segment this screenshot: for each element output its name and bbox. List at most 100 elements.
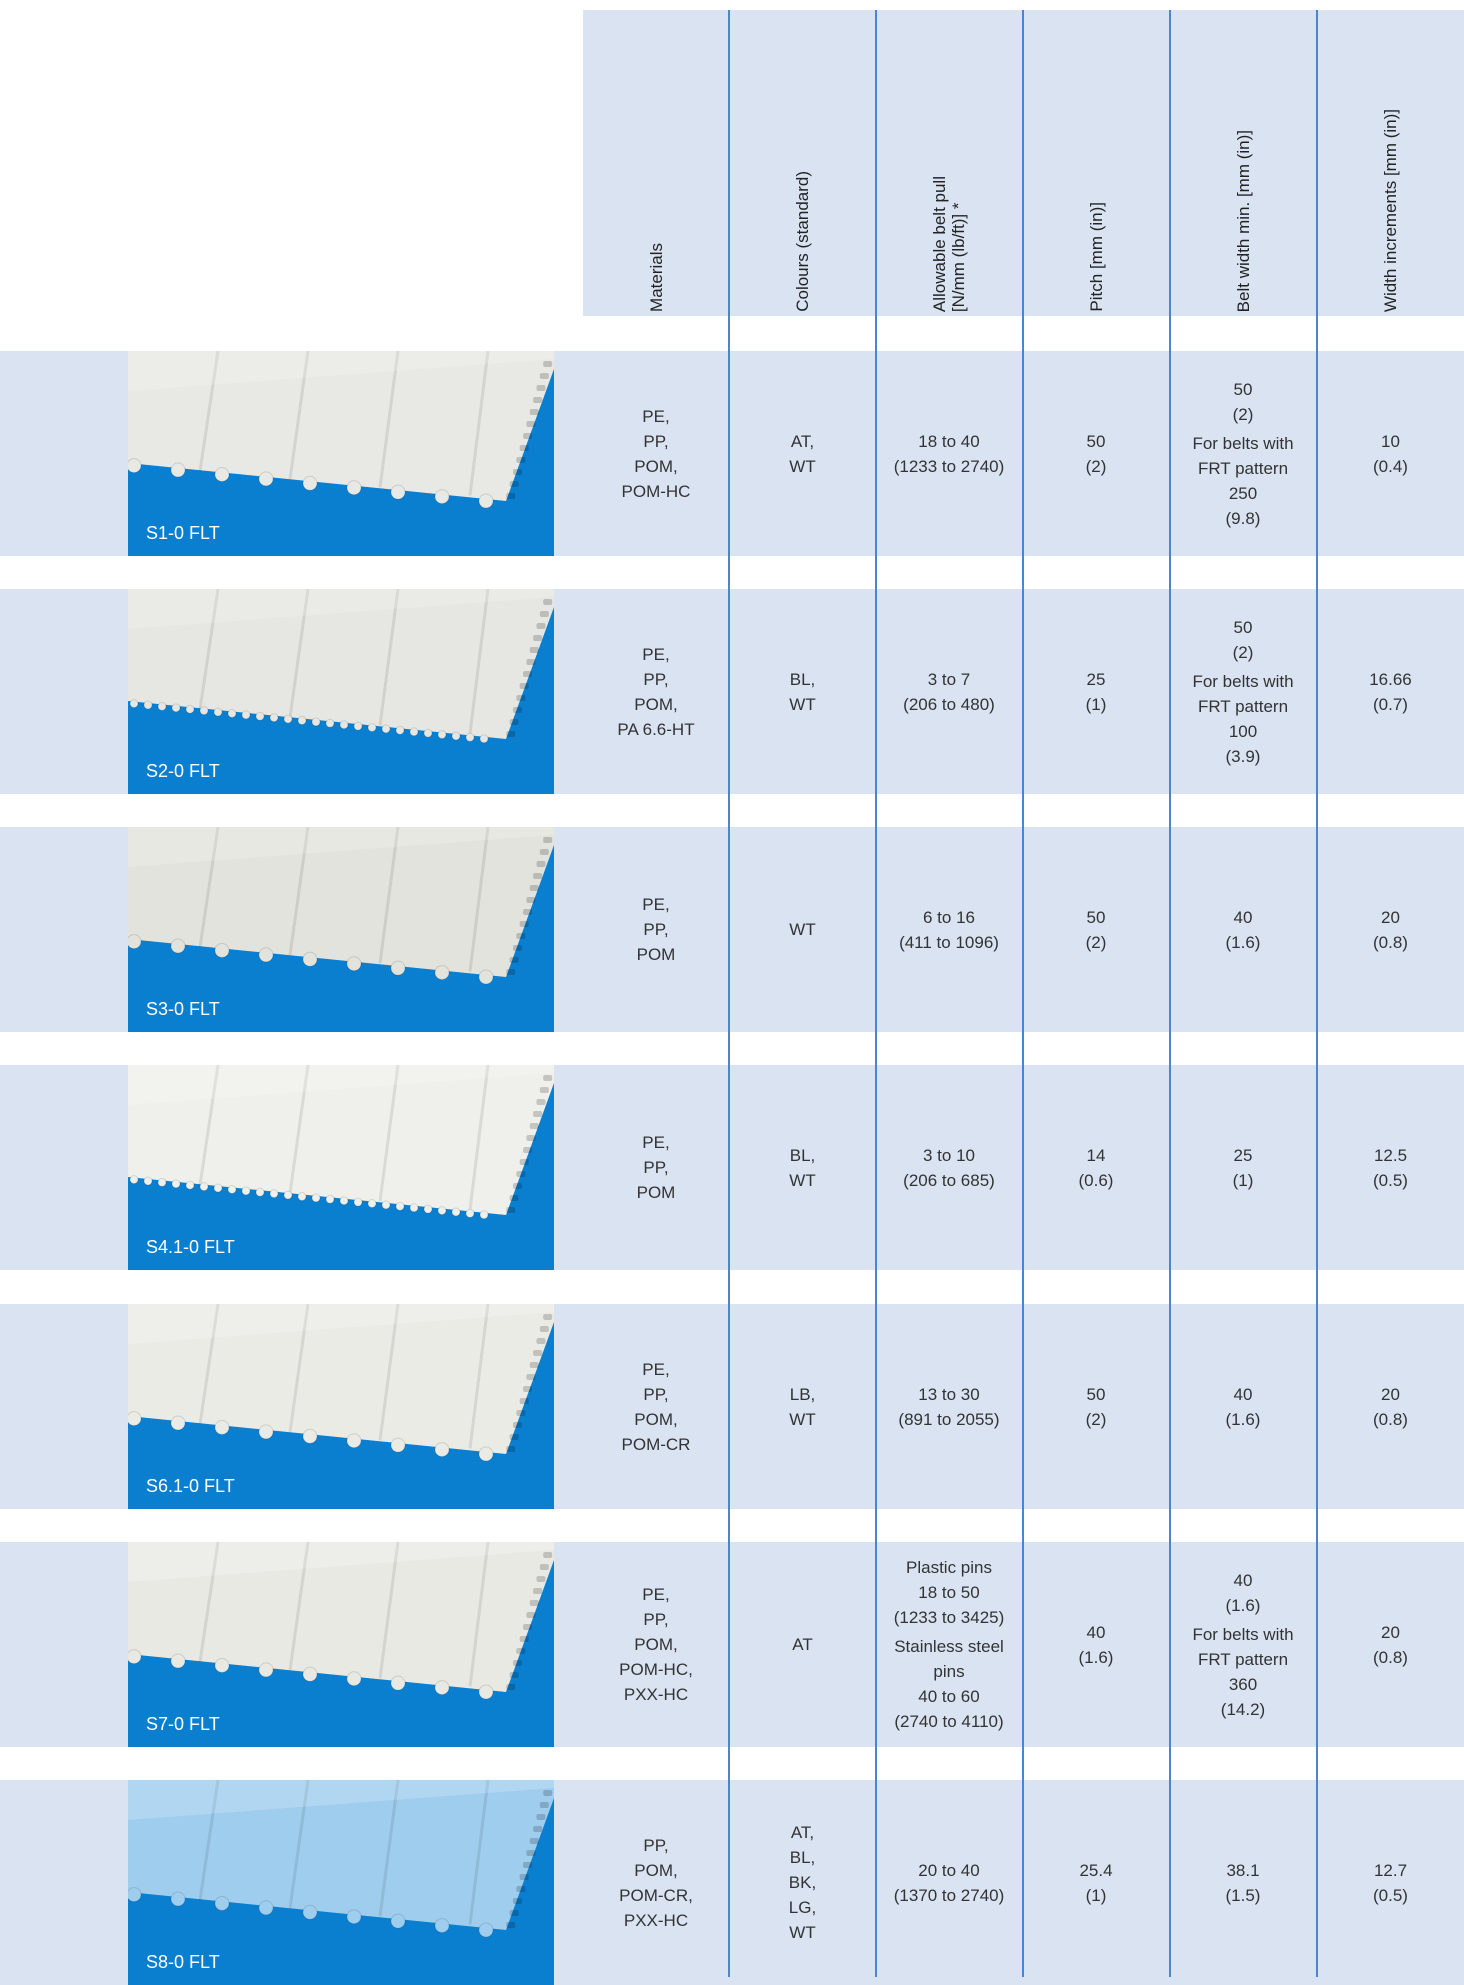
cell-text: 38.1 (1.5) (1225, 1860, 1261, 1905)
colours-cell: WT (730, 827, 875, 1032)
width-increments-cell: 20 (0.8) (1317, 1304, 1464, 1509)
belt-type-label: S2-0 FLT (146, 761, 220, 781)
colours-cell: BL, WT (730, 589, 875, 794)
pitch-cell: 25.4 (1) (1023, 1780, 1169, 1985)
cell-text: 3 to 7 (206 to 480) (903, 669, 995, 714)
colours-cell: AT, BL, BK, LG, WT (730, 1780, 875, 1985)
belt-pull-cell: Plastic pins 18 to 50 (1233 to 3425) Stai… (876, 1542, 1022, 1747)
belt-pull-cell: 6 to 16 (411 to 1096) (876, 827, 1022, 1032)
belt-pull-cell: 13 to 30 (891 to 2055) (876, 1304, 1022, 1509)
column-divider (1316, 10, 1318, 1977)
materials-cell: PE, PP, POM, POM-HC, PXX-HC (583, 1542, 729, 1747)
belt-photo: S8-0 FLT (128, 1780, 554, 1985)
colours-cell: LB, WT (730, 1304, 875, 1509)
cell-text: AT, WT (789, 431, 816, 476)
cell-text: 14 (0.6) (1078, 1145, 1114, 1190)
cell-text: For belts with FRT pattern 100 (3.9) (1192, 671, 1294, 766)
cell-text: BL, WT (789, 669, 816, 714)
cell-text: 40 (1.6) (1078, 1622, 1114, 1667)
cell-text: WT (789, 920, 816, 939)
cell-text: AT (792, 1635, 813, 1654)
cell-text: Stainless steel pins 40 to 60 (2740 to 4… (894, 1637, 1004, 1731)
belt-width-min-cell: 40 (1.6) (1170, 827, 1316, 1032)
cell-text: 20 (0.8) (1373, 1622, 1408, 1667)
belt-photo: S7-0 FLT (128, 1542, 554, 1747)
cell-text: 50 (2) (1232, 617, 1254, 662)
cell-text: PE, PP, POM, POM-HC (621, 406, 691, 501)
pitch-cell: 25 (1) (1023, 589, 1169, 794)
belt-photo: S2-0 FLT (128, 589, 554, 794)
pitch-cell: 50 (2) (1023, 1304, 1169, 1509)
cell-text: AT, BL, BK, LG, WT (788, 1823, 817, 1942)
header-pitch: Pitch [mm (in)] (1023, 10, 1169, 316)
materials-cell: PE, PP, POM (583, 1065, 729, 1270)
cell-text: 20 (0.8) (1373, 1384, 1408, 1429)
belt-width-min-cell: 50 (2) For belts with FRT pattern 100 (3.… (1170, 589, 1316, 794)
materials-cell: PE, PP, POM, POM-HC (583, 351, 729, 556)
belt-type-label: S4.1-0 FLT (146, 1237, 235, 1257)
cell-text: 18 to 40 (1233 to 2740) (893, 431, 1005, 476)
cell-text: 20 to 40 (1370 to 2740) (893, 1860, 1005, 1905)
header-label: Colours (standard) (793, 171, 812, 312)
header-label: Materials (646, 243, 666, 312)
belt-photo: S4.1-0 FLT (128, 1065, 554, 1270)
materials-cell: PE, PP, POM, PA 6.6-HT (583, 589, 729, 794)
colours-cell: AT, WT (730, 351, 875, 556)
cell-text: 6 to 16 (411 to 1096) (899, 907, 999, 952)
cell-text: PE, PP, POM, PA 6.6-HT (617, 644, 695, 739)
belt-width-min-cell: 40 (1.6) (1170, 1304, 1316, 1509)
cell-text: LB, WT (789, 1384, 816, 1429)
cell-text: 50 (2) (1232, 379, 1254, 424)
colours-cell: BL, WT (730, 1065, 875, 1270)
cell-text: For belts with FRT pattern 250 (9.8) (1192, 433, 1294, 528)
width-increments-cell: 16.66 (0.7) (1317, 589, 1464, 794)
belt-type-label: S3-0 FLT (146, 999, 220, 1019)
width-increments-cell: 20 (0.8) (1317, 827, 1464, 1032)
belt-pull-cell: 20 to 40 (1370 to 2740) (876, 1780, 1022, 1985)
belt-photo: S6.1-0 FLT (128, 1304, 554, 1509)
materials-cell: PE, PP, POM, POM-CR (583, 1304, 729, 1509)
header-label: Width increments [mm (in)] (1381, 108, 1400, 312)
cell-text: 40 (1.6) (1225, 1570, 1261, 1615)
cell-text: PP, POM, POM-CR, PXX-HC (619, 1835, 693, 1930)
pitch-cell: 50 (2) (1023, 351, 1169, 556)
belt-type-label: S7-0 FLT (146, 1714, 220, 1734)
header-belt-pull: Allowable belt pull [N/mm (lb/ft)] * (876, 10, 1022, 316)
materials-cell: PP, POM, POM-CR, PXX-HC (583, 1780, 729, 1985)
belt-pull-cell: 3 to 7 (206 to 480) (876, 589, 1022, 794)
cell-text: 50 (2) (1085, 1384, 1107, 1429)
belt-type-label: S1-0 FLT (146, 523, 220, 543)
cell-text: PE, PP, POM, POM-CR (621, 1359, 691, 1454)
cell-text: 25 (1) (1085, 669, 1107, 714)
cell-text: Plastic pins 18 to 50 (1233 to 3425) (893, 1558, 1005, 1627)
belt-width-min-cell: 40 (1.6) For belts with FRT pattern 360 (… (1170, 1542, 1316, 1747)
belt-type-label: S8-0 FLT (146, 1952, 220, 1972)
cell-text: 10 (0.4) (1373, 431, 1408, 476)
cell-text: PE, PP, POM (636, 1133, 676, 1202)
cell-text: 25 (1) (1232, 1145, 1254, 1190)
pitch-cell: 14 (0.6) (1023, 1065, 1169, 1270)
header-colours: Colours (standard) (730, 10, 875, 316)
materials-cell: PE, PP, POM (583, 827, 729, 1032)
width-increments-cell: 12.5 (0.5) (1317, 1065, 1464, 1270)
width-increments-cell: 10 (0.4) (1317, 351, 1464, 556)
cell-text: 12.7 (0.5) (1373, 1860, 1408, 1905)
belt-pull-cell: 3 to 10 (206 to 685) (876, 1065, 1022, 1270)
pitch-cell: 40 (1.6) (1023, 1542, 1169, 1747)
header-label: Pitch [mm (in)] (1086, 202, 1106, 312)
cell-text: 3 to 10 (206 to 685) (903, 1145, 995, 1190)
cell-text: 13 to 30 (891 to 2055) (898, 1384, 1000, 1429)
column-divider (1169, 10, 1171, 1977)
header-label: Belt width min. [mm (in)] (1233, 129, 1253, 312)
cell-text: 20 (0.8) (1373, 907, 1408, 952)
pitch-cell: 50 (2) (1023, 827, 1169, 1032)
belt-pull-cell: 18 to 40 (1233 to 2740) (876, 351, 1022, 556)
header-width-increments: Width increments [mm (in)] (1317, 10, 1464, 316)
header-belt-width-min: Belt width min. [mm (in)] (1170, 10, 1316, 316)
cell-text: 16.66 (0.7) (1369, 669, 1412, 714)
cell-text: 12.5 (0.5) (1373, 1145, 1408, 1190)
header-materials: Materials (583, 10, 729, 316)
colours-cell: AT (730, 1542, 875, 1747)
cell-text: PE, PP, POM, POM-HC, PXX-HC (619, 1585, 693, 1704)
cell-text: 50 (2) (1085, 431, 1107, 476)
